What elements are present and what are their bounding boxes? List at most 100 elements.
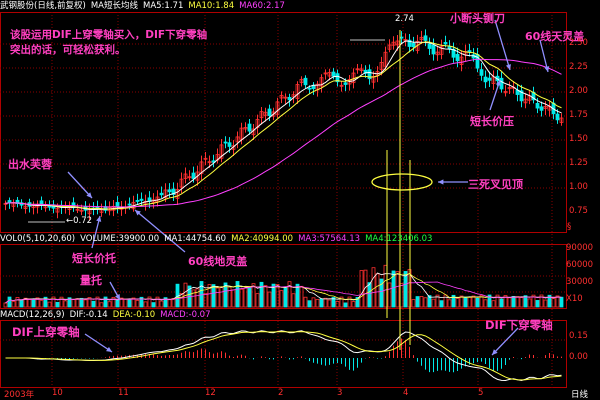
volume-bar <box>91 300 96 308</box>
volume-bar <box>115 299 120 308</box>
candle-body <box>431 44 436 55</box>
volume-bar <box>343 302 348 308</box>
macd-histogram <box>29 338 562 373</box>
x-axis-label: 11 <box>118 388 129 398</box>
volume-bar <box>483 299 488 308</box>
candle-body <box>7 200 12 203</box>
price-low-mark: ←0.72 <box>66 216 93 226</box>
volume-bar <box>67 297 72 308</box>
macd-tick-label: 0.00 <box>569 352 588 362</box>
dea-line <box>5 331 562 381</box>
volume-bar <box>347 296 352 308</box>
volume-bar <box>7 296 12 308</box>
volume-bar <box>59 296 64 308</box>
candle-body <box>23 205 28 209</box>
volume-bar <box>79 297 84 308</box>
volume-bar <box>535 300 540 308</box>
volume-bar <box>519 297 524 308</box>
candle-body <box>415 40 420 51</box>
volume-bar <box>63 300 68 308</box>
candle-body <box>323 72 328 75</box>
arrow-duanchang-ya-head <box>495 80 501 86</box>
volume-tick-label: 30000 <box>566 277 594 287</box>
volume-bar <box>39 300 44 308</box>
annotation-marks <box>28 19 550 356</box>
volume-bar <box>247 286 252 308</box>
price-tick-label: 0.75 <box>569 206 588 216</box>
vol-ma3-line <box>5 281 562 304</box>
price-tick-label: 1.50 <box>569 134 588 144</box>
volume-bar <box>267 291 272 308</box>
volume-bar <box>455 297 460 308</box>
candle-body <box>519 90 524 102</box>
annotation-60-diling: 60线地灵盖 <box>188 255 248 268</box>
volume-bar <box>83 299 88 308</box>
ma-label: MA短长均线 <box>90 1 138 11</box>
candle-body <box>443 42 448 45</box>
candle-body <box>115 202 120 208</box>
volume-bar <box>227 286 232 308</box>
candle-body <box>355 68 360 71</box>
volume-bar <box>439 300 444 308</box>
candle-body <box>243 127 248 130</box>
arrow-dif-up-head <box>106 346 112 352</box>
volume-bar <box>35 297 40 308</box>
volume-bar <box>415 296 420 308</box>
volume-bar <box>363 269 368 308</box>
annotation-liangtuo: 量托 <box>80 274 102 287</box>
volume-bar <box>271 283 276 308</box>
volume-bar <box>107 301 112 308</box>
candle-body <box>247 123 252 132</box>
arrow-60-diling-head <box>135 210 141 216</box>
volume-bar <box>411 299 416 308</box>
vol-header: VOL0(5,10,20,60) <box>0 234 76 244</box>
volume-bar <box>295 283 300 308</box>
volume-bar <box>23 297 28 308</box>
volume-bar <box>103 296 108 308</box>
candle-body <box>427 43 432 49</box>
volume-bar <box>531 294 536 308</box>
volume-bar <box>459 295 464 308</box>
arrow-liangtuo-head <box>115 294 120 300</box>
candle-body <box>191 172 196 179</box>
volume-bar <box>99 302 104 308</box>
x-axis-label: 3 <box>337 388 343 398</box>
annotation-dif-up: DIF上穿零轴 <box>12 325 80 339</box>
candle-body <box>483 76 488 83</box>
volume-bar <box>235 281 240 308</box>
moving-average-lines <box>5 40 562 211</box>
price-tick-label: 2.25 <box>569 62 588 72</box>
candle-body <box>347 79 352 85</box>
volume-bar <box>219 287 224 308</box>
candle-body <box>507 87 512 90</box>
volume-bar <box>127 298 132 308</box>
volume-bar <box>423 297 428 308</box>
volume-bar <box>431 298 436 308</box>
volume-bar <box>315 298 320 308</box>
volume-bar <box>511 296 516 308</box>
x-axis-label: 4 <box>403 388 409 398</box>
candle-body <box>387 44 392 50</box>
candle-body <box>359 68 364 72</box>
candle-body <box>187 176 192 179</box>
volume-bar <box>279 290 284 308</box>
volume-bar <box>255 293 260 308</box>
candle-body <box>319 77 324 87</box>
candle-body <box>303 77 308 86</box>
candle-body <box>379 62 384 70</box>
candle-body <box>163 189 168 199</box>
candle-body <box>535 102 540 109</box>
macd-header: MACD(12,26,9) <box>0 310 65 320</box>
volume-bar <box>387 282 392 308</box>
macd-legend: MACD(12,26,9) DIF:-0.14 DEA:-0.10 MACD:-0.0… <box>0 309 216 321</box>
volume-bar <box>251 283 256 308</box>
vol-ma3: MA3:57564.13 <box>298 234 361 244</box>
volume-bar <box>263 285 268 308</box>
arrow-dif-down-head <box>492 349 498 355</box>
candle-body <box>207 161 212 164</box>
volume-bar <box>119 297 124 308</box>
volume-bar <box>499 298 504 308</box>
candle-body <box>271 111 276 117</box>
volume-bar <box>111 296 116 308</box>
volume-bar <box>131 297 136 308</box>
